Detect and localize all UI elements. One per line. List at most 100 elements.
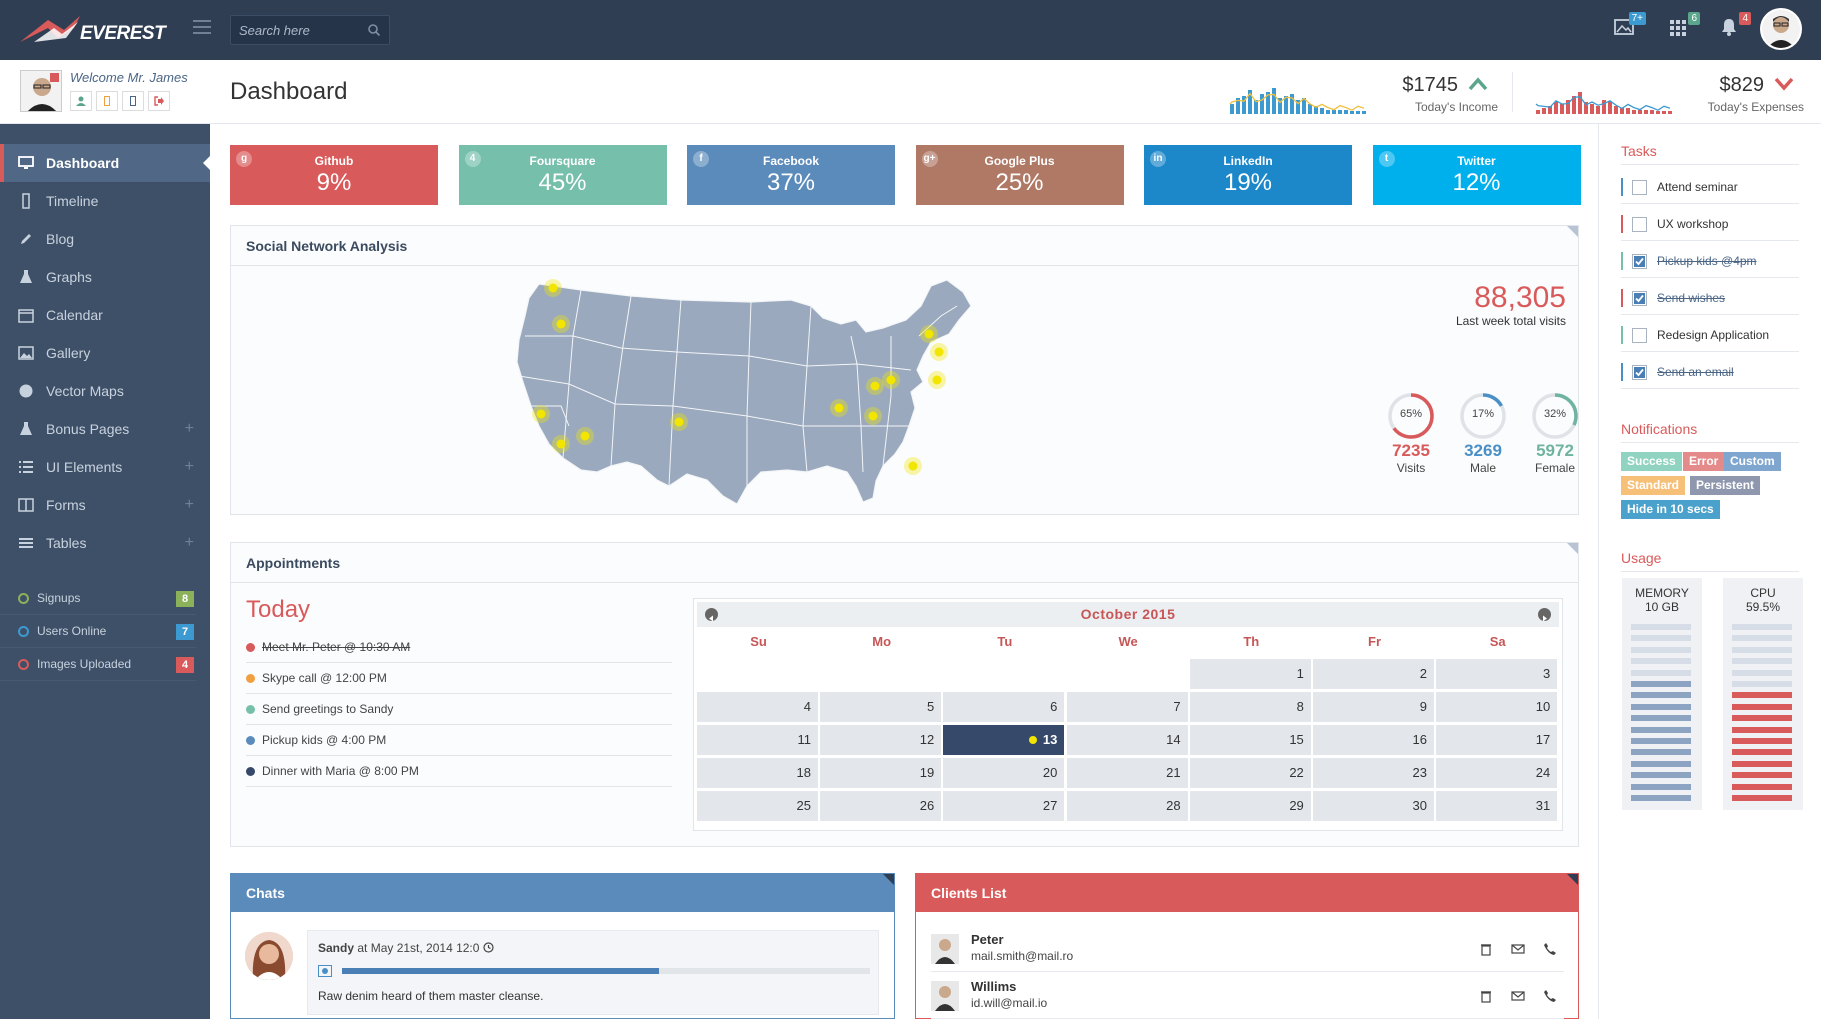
calendar-day[interactable]: 14 <box>1066 725 1188 755</box>
expand-plus-icon[interactable]: + <box>184 534 194 551</box>
panel-toggle[interactable] <box>1567 226 1578 237</box>
sidebar-stat[interactable]: Images Uploaded 4 <box>0 648 196 681</box>
calendar-day[interactable]: 30 <box>1313 791 1434 821</box>
calendar-day[interactable]: 26 <box>820 791 942 821</box>
prev-month-icon[interactable] <box>705 608 718 622</box>
sidebar-item-vector-maps[interactable]: Vector Maps <box>0 372 210 410</box>
appointment-item[interactable]: Meet Mr. Peter @ 10:30 AM <box>246 632 672 663</box>
expand-plus-icon[interactable]: + <box>184 420 194 437</box>
task-item[interactable]: Send an email <box>1621 356 1799 389</box>
map-marker[interactable] <box>932 375 942 385</box>
map-marker[interactable] <box>934 347 944 357</box>
social-tile-foursquare[interactable]: 4 Foursquare 45% <box>458 145 667 205</box>
calendar-day[interactable]: 11 <box>697 725 818 755</box>
social-tile-github[interactable]: g Github 9% <box>230 145 438 205</box>
calendar-day[interactable]: 6 <box>943 692 1065 722</box>
notification-success-button[interactable]: Success <box>1621 452 1682 471</box>
apps-notification[interactable]: 6 <box>1668 12 1700 41</box>
calendar-day[interactable]: 2 <box>1313 659 1434 689</box>
device-button[interactable] <box>122 91 144 111</box>
calendar-day[interactable]: 21 <box>1066 758 1188 788</box>
sidebar-item-dashboard[interactable]: Dashboard <box>0 144 211 182</box>
profile-button[interactable] <box>70 91 92 111</box>
appointment-item[interactable]: Dinner with Maria @ 8:00 PM <box>246 756 672 787</box>
calendar-day[interactable]: 15 <box>1189 725 1311 755</box>
notification-persistent-button[interactable]: Persistent <box>1690 476 1761 495</box>
task-checkbox[interactable] <box>1632 253 1647 269</box>
expand-plus-icon[interactable]: + <box>184 458 194 475</box>
expand-plus-icon[interactable]: + <box>184 496 194 513</box>
panel-toggle[interactable] <box>1567 543 1578 554</box>
calendar-day[interactable]: 5 <box>820 692 942 722</box>
sidebar-item-blog[interactable]: Blog <box>0 220 210 258</box>
calendar-day[interactable]: 22 <box>1189 758 1311 788</box>
chat-avatar[interactable] <box>245 932 293 980</box>
calendar-day[interactable]: 27 <box>943 791 1065 821</box>
map-marker[interactable] <box>536 409 546 419</box>
client-avatar[interactable] <box>931 981 959 1011</box>
calendar-day[interactable]: 10 <box>1436 692 1558 722</box>
notification-hide-in-10-secs-button[interactable]: Hide in 10 secs <box>1621 500 1720 519</box>
search-icon[interactable] <box>367 23 381 37</box>
calendar-day[interactable]: 20 <box>943 758 1065 788</box>
calendar-day[interactable]: 1 <box>1189 659 1311 689</box>
sidebar-item-calendar[interactable]: Calendar <box>0 296 210 334</box>
map-marker[interactable] <box>886 375 896 385</box>
social-tile-twitter[interactable]: t Twitter 12% <box>1372 145 1581 205</box>
appointment-item[interactable]: Send greetings to Sandy <box>246 694 672 725</box>
client-avatar[interactable] <box>931 934 959 964</box>
calendar-day-today[interactable]: 13 <box>943 725 1065 755</box>
calendar-day[interactable]: 4 <box>697 692 818 722</box>
map-marker[interactable] <box>556 439 566 449</box>
messages-button[interactable] <box>96 91 118 111</box>
mail-icon[interactable] <box>1511 989 1527 1005</box>
sidebar-stat[interactable]: Users Online 7 <box>0 615 196 648</box>
calendar-day[interactable]: 18 <box>697 758 818 788</box>
task-checkbox[interactable] <box>1632 216 1647 232</box>
sidebar-item-forms[interactable]: Forms + <box>0 486 210 524</box>
map-marker[interactable] <box>580 431 590 441</box>
notification-custom-button[interactable]: Custom <box>1724 452 1781 471</box>
task-checkbox[interactable] <box>1632 290 1647 306</box>
calendar-day[interactable]: 23 <box>1313 758 1434 788</box>
task-item[interactable]: Send wishes <box>1621 282 1799 315</box>
social-tile-linkedin[interactable]: in LinkedIn 19% <box>1144 145 1352 205</box>
next-month-icon[interactable] <box>1538 608 1551 622</box>
phone-icon[interactable] <box>1543 942 1559 958</box>
trash-icon[interactable] <box>1479 989 1495 1005</box>
calendar-day[interactable]: 19 <box>820 758 942 788</box>
social-tile-facebook[interactable]: f Facebook 37% <box>687 145 895 205</box>
appointment-item[interactable]: Skype call @ 12:00 PM <box>246 663 672 694</box>
task-item[interactable]: Redesign Application <box>1621 319 1799 352</box>
calendar-day[interactable]: 24 <box>1436 758 1558 788</box>
calendar-day[interactable]: 28 <box>1066 791 1188 821</box>
task-checkbox[interactable] <box>1632 179 1647 195</box>
sidebar-item-bonus-pages[interactable]: Bonus Pages + <box>0 410 210 448</box>
mail-icon[interactable] <box>1511 942 1527 958</box>
calendar-day[interactable]: 9 <box>1313 692 1434 722</box>
sidebar-item-timeline[interactable]: Timeline <box>0 182 210 220</box>
calendar-day[interactable]: 29 <box>1189 791 1311 821</box>
calendar-day[interactable]: 12 <box>820 725 942 755</box>
panel-toggle[interactable] <box>883 874 894 885</box>
calendar-day[interactable]: 17 <box>1436 725 1558 755</box>
calendar-day[interactable]: 31 <box>1436 791 1558 821</box>
trash-icon[interactable] <box>1479 942 1495 958</box>
welcome-avatar[interactable] <box>20 70 62 112</box>
map-marker[interactable] <box>870 381 880 391</box>
panel-toggle[interactable] <box>1567 874 1578 885</box>
logout-button[interactable] <box>148 91 170 111</box>
map-marker[interactable] <box>556 319 566 329</box>
calendar-day[interactable]: 7 <box>1066 692 1188 722</box>
map-marker[interactable] <box>868 411 878 421</box>
calendar-day[interactable]: 16 <box>1313 725 1434 755</box>
task-item[interactable]: Pickup kids @4pm <box>1621 245 1799 278</box>
map-marker[interactable] <box>924 329 934 339</box>
sidebar-item-ui-elements[interactable]: UI Elements + <box>0 448 210 486</box>
task-item[interactable]: Attend seminar <box>1621 171 1799 204</box>
sidebar-stat[interactable]: Signups 8 <box>0 582 196 615</box>
sidebar-item-tables[interactable]: Tables + <box>0 524 210 562</box>
user-avatar[interactable] <box>1760 8 1802 50</box>
notification-error-button[interactable]: Error <box>1683 452 1725 471</box>
menu-toggle-icon[interactable] <box>193 20 211 38</box>
